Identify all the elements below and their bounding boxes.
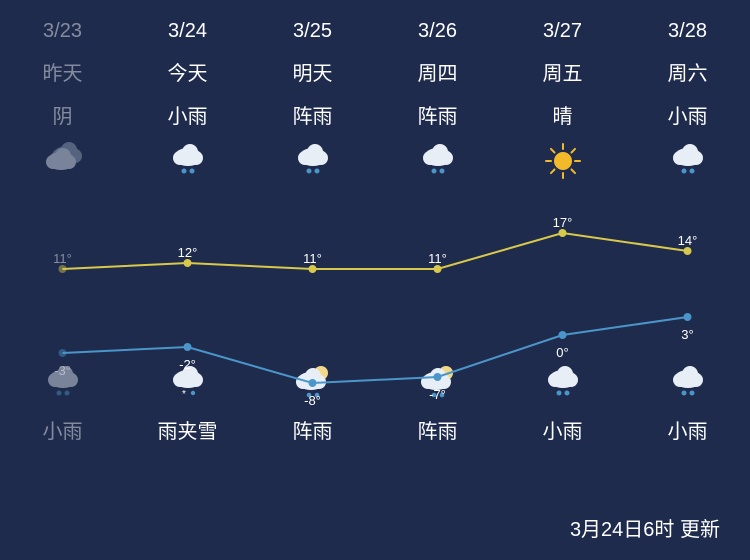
low-temp-label: 0° <box>556 345 568 360</box>
night-condition: 小雨 <box>543 415 583 444</box>
date-label: 3/23 <box>43 20 82 43</box>
dayname-label: 周六 <box>668 57 708 86</box>
low-temp-label: -2° <box>179 357 196 372</box>
high-temp-label: 11° <box>428 251 447 266</box>
day-condition: 小雨 <box>668 100 708 129</box>
high-temp-label: 11° <box>53 251 72 266</box>
low-temp-label: 3° <box>681 327 693 342</box>
night-condition: 小雨 <box>43 415 83 444</box>
dayname-label: 周五 <box>543 57 583 86</box>
rain-icon <box>541 361 585 405</box>
day-condition: 阵雨 <box>418 100 458 129</box>
day-column[interactable]: 3/24 今天 小雨 * 雨夹雪 <box>125 0 250 560</box>
high-temp-label: 17° <box>553 215 573 230</box>
day-column[interactable]: 3/26 周四 阵雨 阵雨 <box>375 0 500 560</box>
day-condition: 阴 <box>53 100 73 129</box>
dayname-label: 周四 <box>418 57 458 86</box>
day-column[interactable]: 3/25 明天 阵雨 阵雨 <box>250 0 375 560</box>
dayname-label: 今天 <box>168 57 208 86</box>
dayname-label: 昨天 <box>43 57 83 86</box>
day-column[interactable]: 3/23 昨天 阴 小雨 <box>0 0 125 560</box>
date-label: 3/26 <box>418 20 457 43</box>
night-condition: 阵雨 <box>293 415 333 444</box>
low-temp-label: -7° <box>429 387 446 402</box>
date-label: 3/25 <box>293 20 332 43</box>
high-temp-label: 12° <box>178 245 198 260</box>
date-label: 3/24 <box>168 20 207 43</box>
update-time: 3月24日6时 更新 <box>570 513 720 542</box>
svg-text:*: * <box>182 389 186 400</box>
night-condition: 小雨 <box>668 415 708 444</box>
day-condition: 晴 <box>553 100 573 129</box>
day-column[interactable]: 3/27 周五 晴 小雨 <box>500 0 625 560</box>
day-condition: 阵雨 <box>293 100 333 129</box>
rain-icon <box>666 139 710 183</box>
high-temp-label: 14° <box>678 233 698 248</box>
sun-icon <box>541 139 585 183</box>
day-column[interactable]: 3/28 周六 小雨 小雨 <box>625 0 750 560</box>
dayname-label: 明天 <box>293 57 333 86</box>
cloudy-icon <box>41 139 85 183</box>
rain-icon <box>666 361 710 405</box>
night-condition: 雨夹雪 <box>158 415 218 444</box>
high-temp-label: 11° <box>303 251 322 266</box>
low-temp-label: -3° <box>54 363 71 378</box>
forecast-grid: 3/23 昨天 阴 小雨 3/24 今天 小雨 <box>0 0 750 560</box>
date-label: 3/27 <box>543 20 582 43</box>
night-condition: 阵雨 <box>418 415 458 444</box>
rain-icon <box>291 139 335 183</box>
rain-icon <box>166 139 210 183</box>
day-condition: 小雨 <box>168 100 208 129</box>
low-temp-label: -8° <box>304 393 321 408</box>
rain-icon <box>416 139 460 183</box>
date-label: 3/28 <box>668 20 707 43</box>
